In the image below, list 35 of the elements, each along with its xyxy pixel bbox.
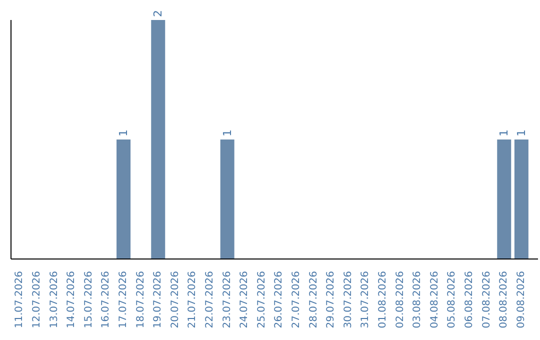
x-tick-label: 06.08.2026 — [464, 271, 475, 328]
x-tick-label: 20.07.2026 — [170, 271, 181, 328]
x-tick-label: 19.07.2026 — [152, 271, 164, 328]
x-tick-label: 15.07.2026 — [83, 271, 94, 328]
x-tick-label: 21.07.2026 — [187, 271, 198, 328]
x-tick-label: 01.08.2026 — [377, 271, 388, 328]
x-tick-label: 05.08.2026 — [446, 271, 458, 328]
data-label: 1 — [498, 130, 511, 136]
x-tick-label: 02.08.2026 — [394, 271, 406, 328]
x-tick-label: 28.07.2026 — [308, 271, 320, 328]
data-label: 1 — [220, 130, 234, 136]
x-tick-label: 18.07.2026 — [135, 271, 146, 328]
x-tick-label: 07.08.2026 — [481, 271, 492, 328]
x-tick-label: 14.07.2026 — [66, 271, 78, 328]
x-tick-label: 30.07.2026 — [342, 271, 354, 328]
x-tick-label: 24.07.2026 — [239, 271, 250, 328]
x-tick-label: 08.08.2026 — [498, 271, 510, 328]
x-tick-label: 13.07.2026 — [48, 271, 60, 328]
x-tick-label: 25.07.2026 — [256, 271, 268, 328]
data-label: 1 — [514, 130, 528, 136]
x-tick-label: 31.07.2026 — [360, 271, 372, 328]
x-tick-label: 29.07.2026 — [326, 271, 337, 328]
x-tick-label: 12.07.2026 — [31, 271, 42, 328]
x-tick-label: 09.08.2026 — [516, 271, 527, 328]
x-tick-label: 27.07.2026 — [290, 271, 302, 328]
data-label: 2 — [152, 10, 165, 17]
data-label: 1 — [117, 130, 130, 136]
x-tick-label: 04.08.2026 — [429, 271, 440, 328]
x-tick-label: 26.07.2026 — [274, 271, 285, 328]
x-tick-label: 17.07.2026 — [118, 271, 129, 328]
x-tick-label: 03.08.2026 — [412, 271, 424, 328]
x-tick-label: 23.07.2026 — [222, 271, 233, 328]
x-tick-label: 11.07.2026 — [14, 271, 26, 328]
x-tick-label: 22.07.2026 — [204, 271, 216, 328]
x-tick-label: 16.07.2026 — [100, 271, 112, 328]
